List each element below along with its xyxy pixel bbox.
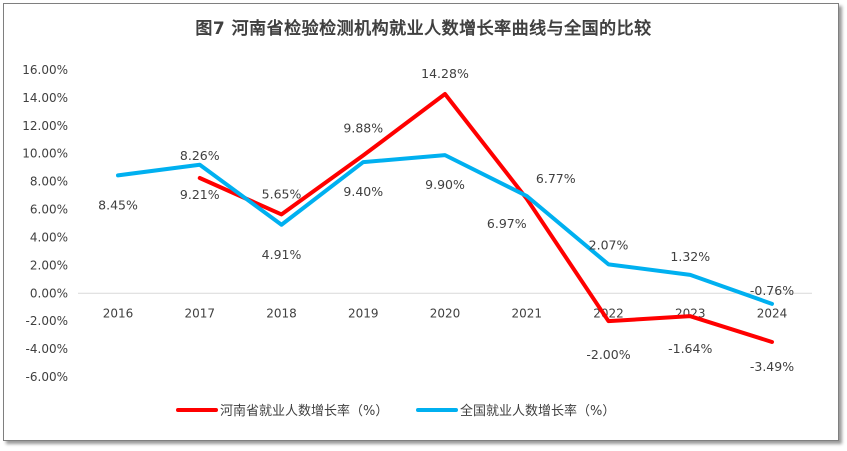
data-label: 6.77% (536, 171, 576, 186)
data-label: 8.26% (180, 148, 220, 163)
data-label: 9.40% (343, 184, 383, 199)
y-tick-label: 8.00% (30, 175, 68, 189)
x-tick-label: 2016 (103, 306, 134, 320)
x-tick-label: 2017 (184, 306, 215, 320)
y-tick-label: 10.00% (22, 147, 68, 161)
data-label: -3.49% (750, 359, 794, 374)
y-tick-label: -6.00% (26, 370, 68, 384)
x-tick-label: 2020 (430, 306, 461, 320)
data-label: -1.64% (668, 341, 712, 356)
series-line-henan (197, 92, 774, 344)
data-label: -0.76% (750, 283, 794, 298)
x-tick-label: 2019 (348, 306, 379, 320)
data-label: 2.07% (589, 237, 629, 252)
data-label: 9.21% (180, 187, 220, 202)
data-label: 1.32% (670, 249, 710, 264)
series-line-national (116, 153, 774, 306)
legend-label: 全国就业人数增长率（%） (460, 403, 615, 419)
y-tick-label: 12.00% (22, 119, 68, 133)
data-label: 14.28% (421, 66, 469, 81)
data-label: 4.91% (262, 247, 302, 262)
chart-title: 图7 河南省检验检测机构就业人数增长率曲线与全国的比较 (195, 19, 652, 39)
data-label: 8.45% (98, 197, 138, 212)
y-tick-label: -2.00% (26, 314, 68, 328)
x-tick-label: 2018 (266, 306, 297, 320)
y-tick-label: 6.00% (30, 203, 68, 217)
y-tick-label: -4.00% (26, 342, 68, 356)
data-label: 5.65% (262, 186, 302, 201)
data-label: 6.97% (487, 216, 527, 231)
data-label: 9.90% (425, 177, 465, 192)
x-tick-label: 2021 (511, 306, 542, 320)
y-tick-label: 4.00% (30, 230, 68, 244)
chart-frame (3, 3, 839, 441)
y-tick-label: 2.00% (30, 258, 68, 272)
y-tick-label: 14.00% (22, 91, 68, 105)
legend-label: 河南省就业人数增长率（%） (220, 403, 388, 419)
y-tick-label: 0.00% (30, 286, 68, 300)
y-tick-label: 16.00% (22, 63, 68, 77)
x-tick-label: 2024 (757, 306, 788, 320)
data-label: 9.88% (343, 120, 383, 135)
data-label: -2.00% (586, 347, 630, 362)
